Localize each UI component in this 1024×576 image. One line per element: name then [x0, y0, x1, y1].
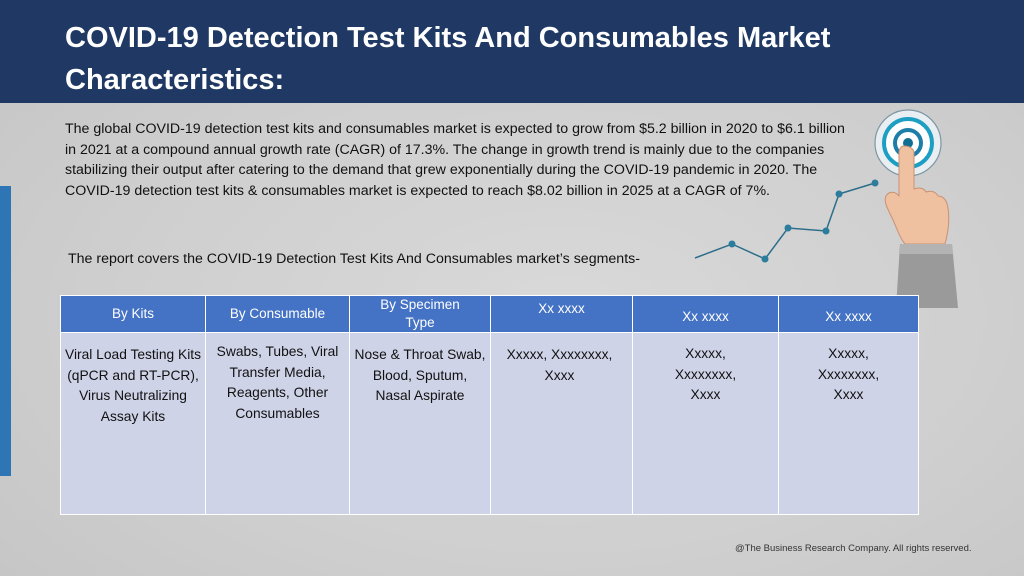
table-header-cell: Xx xxxx [491, 296, 632, 333]
table-cell: Swabs, Tubes, Viral Transfer Media, Reag… [216, 344, 339, 421]
growth-target-graphic [694, 109, 958, 308]
table-header-cell: By Consumable [206, 296, 349, 333]
left-accent-bar [0, 186, 11, 476]
pointing-hand-icon [884, 145, 958, 308]
table-column-4: Xx xxxx Xxxxx, Xxxxxxxx, Xxxx [491, 296, 633, 514]
segments-intro: The report covers the COVID-19 Detection… [68, 251, 640, 267]
title-bar: COVID-19 Detection Test Kits And Consuma… [0, 0, 1024, 103]
table-cell: Xxxxx, Xxxxxxxx, Xxxx [817, 346, 880, 402]
table-cell: Viral Load Testing Kits (qPCR and RT-PCR… [65, 347, 202, 424]
intro-paragraph: The global COVID-19 detection test kits … [65, 121, 845, 199]
segments-table: By Kits Viral Load Testing Kits (qPCR an… [60, 295, 919, 515]
table-header-cell: Xx xxxx [779, 296, 918, 333]
page-title: COVID-19 Detection Test Kits And Consuma… [65, 22, 831, 96]
table-cell: Nose & Throat Swab, Blood, Sputum, Nasal… [354, 347, 486, 403]
copyright-footer: @The Business Research Company. All righ… [735, 543, 972, 554]
table-header-cell: By Specimen Type [350, 296, 490, 333]
table-cell: Xxxxx, Xxxxxxxx, Xxxx [674, 346, 737, 402]
table-column-5: Xx xxxx Xxxxx, Xxxxxxxx, Xxxx [633, 296, 779, 514]
table-column-by-specimen-type: By Specimen Type Nose & Throat Swab, Blo… [350, 296, 491, 514]
table-column-by-kits: By Kits Viral Load Testing Kits (qPCR an… [61, 296, 206, 514]
table-header-cell: By Kits [61, 296, 205, 333]
table-header-cell: Xx xxxx [633, 296, 778, 333]
table-column-by-consumable: By Consumable Swabs, Tubes, Viral Transf… [206, 296, 350, 514]
table-cell: Xxxxx, Xxxxxxxx, Xxxx [506, 347, 613, 383]
table-column-6: Xx xxxx Xxxxx, Xxxxxxxx, Xxxx [779, 296, 918, 514]
growth-line-icon [694, 179, 879, 263]
